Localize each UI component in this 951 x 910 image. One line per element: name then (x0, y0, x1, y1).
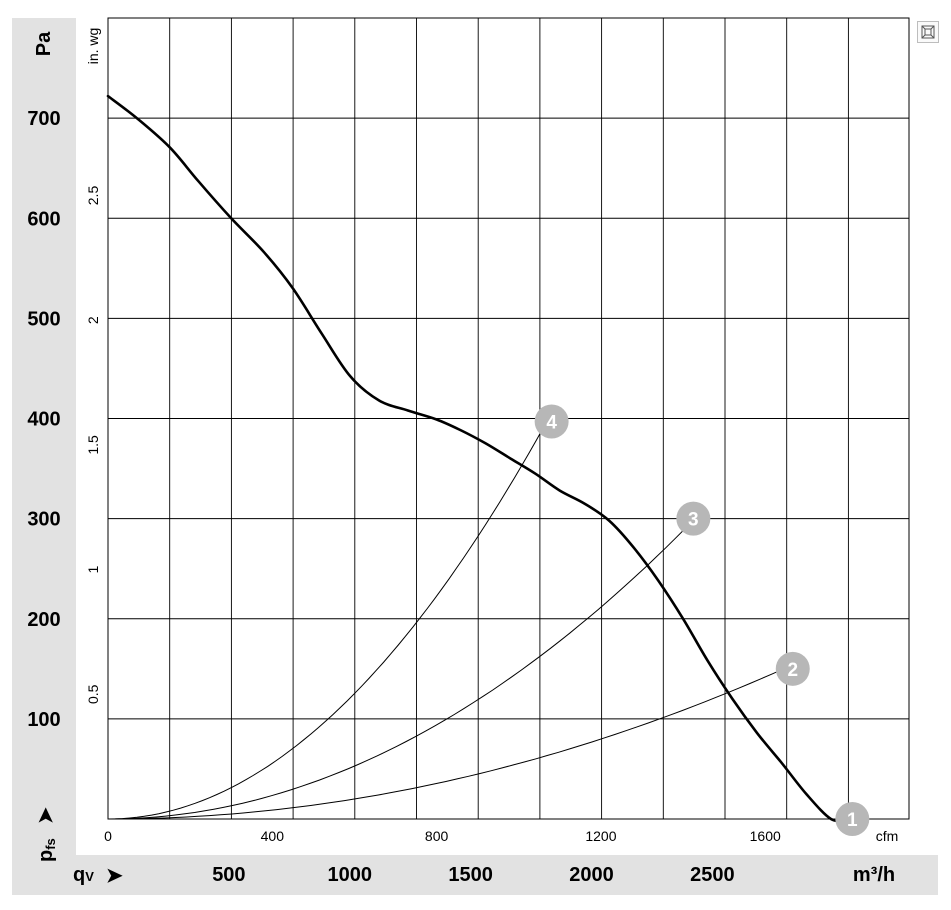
fit-to-page-icon[interactable] (917, 21, 939, 43)
bottom-axis-unit: m³/h (853, 864, 895, 886)
left-axis-ticks: 100 200 300 400 500 600 700 (27, 108, 60, 731)
bottom-tick-label: 1000 (328, 864, 373, 886)
cfm-tick-label: 800 (425, 828, 449, 844)
inner-tick-label: 2.5 (85, 186, 101, 206)
svg-text:qV: qV (73, 864, 94, 886)
y-label-symbol: p (35, 850, 57, 862)
left-axis-band (12, 18, 76, 864)
cfm-tick-label: 1200 (585, 828, 616, 844)
system-curves (107, 427, 784, 820)
inner-tick-label: 1 (85, 565, 101, 573)
operating-point-label: 2 (787, 660, 798, 681)
cfm-axis-unit: cfm (876, 828, 899, 844)
inner-tick-label: 1.5 (85, 435, 101, 455)
system-curve-4 (107, 427, 544, 820)
left-tick-label: 400 (27, 409, 60, 431)
bottom-axis-band (12, 855, 938, 895)
inner-tick-label: 2 (85, 316, 101, 324)
grid-lines (108, 18, 909, 819)
operating-point-label: 4 (546, 413, 557, 434)
bottom-tick-label: 500 (212, 864, 245, 886)
y-axis-label: pfs ➤ (35, 807, 58, 862)
system-curve-3 (107, 528, 686, 820)
left-tick-label: 300 (27, 509, 60, 531)
left-tick-label: 600 (27, 208, 60, 230)
svg-text:pfs: pfs (35, 838, 58, 862)
bottom-tick-label: 2000 (569, 864, 614, 886)
operating-point-1 (835, 802, 870, 836)
bottom-tick-label: 2500 (690, 864, 735, 886)
y-label-sub: fs (43, 838, 58, 850)
operating-point-4 (534, 404, 569, 439)
system-curve-2 (108, 668, 784, 820)
bottom-axis-ticks: 500 1000 1500 2000 2500 (212, 864, 734, 886)
x-axis-arrow: ➤ (106, 865, 123, 887)
inner-axis-ticks: 0.5 1 1.5 2 2.5 (85, 186, 101, 704)
left-tick-label: 100 (27, 709, 60, 731)
fan-curve (106, 94, 859, 823)
cfm-axis-ticks: 0 400 800 1200 1600 (104, 828, 781, 844)
cfm-tick-label: 0 (104, 828, 112, 844)
y-axis-arrow: ➤ (35, 807, 57, 824)
operating-point-2 (775, 651, 810, 686)
x-axis-label: qV ➤ (73, 864, 123, 887)
operating-point-3 (676, 501, 711, 536)
operating-point-label: 1 (847, 810, 858, 831)
operating-point-label: 3 (688, 510, 699, 531)
inner-axis-unit: in. wg (85, 28, 101, 65)
cfm-tick-label: 1600 (750, 828, 781, 844)
bottom-tick-label: 1500 (448, 864, 493, 886)
left-axis-unit: Pa (33, 31, 55, 56)
left-tick-label: 500 (27, 308, 60, 330)
x-label-sub: V (85, 869, 94, 884)
x-label-symbol: q (73, 864, 85, 886)
inner-tick-label: 0.5 (85, 684, 101, 704)
cfm-tick-label: 400 (261, 828, 285, 844)
operating-point-markers: 1 2 3 4 (534, 404, 870, 836)
left-tick-label: 200 (27, 609, 60, 631)
plot-frame (107, 17, 910, 820)
left-tick-label: 700 (27, 108, 60, 130)
